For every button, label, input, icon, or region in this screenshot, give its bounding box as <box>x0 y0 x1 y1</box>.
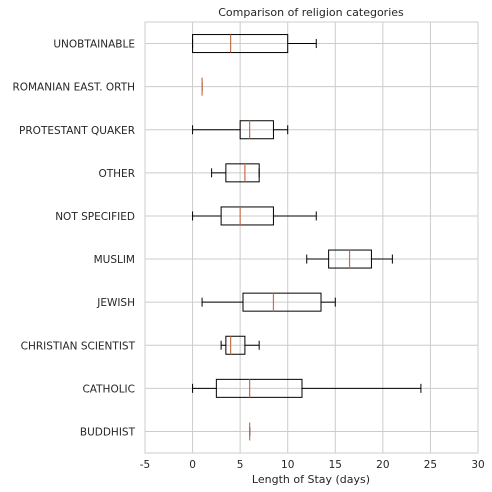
box-jewish <box>201 292 336 312</box>
x-tick-label: 25 <box>424 459 437 471</box>
y-tick-label: PROTESTANT QUAKER <box>19 125 135 137</box>
y-tick-label: ROMANIAN EAST. ORTH <box>12 82 135 94</box>
y-tick-label: CHRISTIAN SCIENTIST <box>21 340 136 352</box>
chart-title: Comparison of religion categories <box>218 6 404 19</box>
box-plots <box>192 34 422 441</box>
x-tick-labels: -5 0 5 10 15 20 25 30 <box>140 459 485 471</box>
box-unobtainable <box>192 34 317 54</box>
x-tick-label: -5 <box>140 459 150 471</box>
y-tick-label: NOT SPECIFIED <box>55 211 135 223</box>
y-tick-label: MUSLIM <box>94 254 135 266</box>
axes-frame <box>144 21 479 454</box>
iqr-box <box>239 120 274 140</box>
x-tick-label: 15 <box>329 459 342 471</box>
box-catholic <box>192 378 422 398</box>
iqr-box <box>225 163 260 183</box>
x-tick-label: 10 <box>281 459 294 471</box>
iqr-box <box>242 292 322 312</box>
iqr-box <box>192 34 289 54</box>
x-tick-label: 20 <box>376 459 389 471</box>
iqr-box <box>215 378 303 398</box>
box-not-specified <box>192 206 317 226</box>
y-tick-label: OTHER <box>98 168 135 180</box>
y-tick-label: JEWISH <box>96 297 135 309</box>
y-tick-label: UNOBTAINABLE <box>53 39 135 51</box>
x-tick-label: 0 <box>189 459 196 471</box>
y-tick-labels: BUDDHIST CATHOLIC CHRISTIAN SCIENTIST JEWIS… <box>12 39 135 439</box>
iqr-box <box>220 206 274 226</box>
box-muslim <box>306 249 393 269</box>
box-other <box>211 163 260 183</box>
iqr-box <box>225 335 246 355</box>
x-tick-label: 5 <box>237 459 244 471</box>
x-axis-label: Length of Stay (days) <box>252 473 370 486</box>
box-protestant-quaker <box>192 120 289 140</box>
box-christian-scientist <box>220 335 260 355</box>
y-tick-label: CATHOLIC <box>82 383 135 395</box>
x-tick-label: 30 <box>471 459 484 471</box>
y-tick-label: BUDDHIST <box>80 426 136 438</box>
